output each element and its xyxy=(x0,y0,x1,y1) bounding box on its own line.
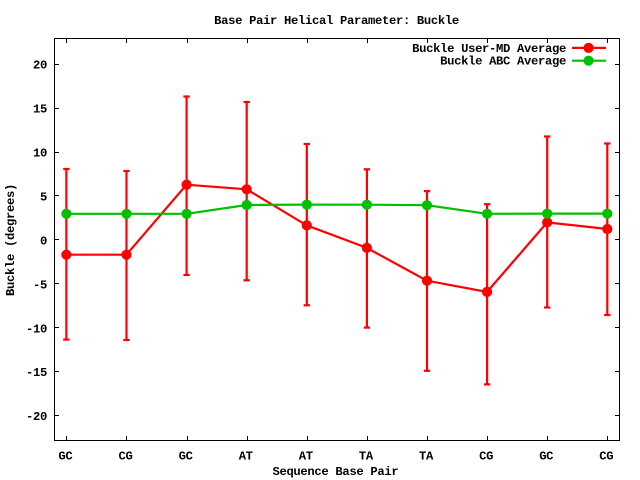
svg-text:CG: CG xyxy=(119,449,133,463)
svg-text:Buckle (degrees): Buckle (degrees) xyxy=(4,184,18,296)
svg-text:GC: GC xyxy=(539,449,553,463)
svg-text:CG: CG xyxy=(599,449,613,463)
svg-text:20: 20 xyxy=(33,59,47,73)
svg-text:-10: -10 xyxy=(26,322,47,336)
svg-text:Buckle User-MD Average: Buckle User-MD Average xyxy=(412,42,566,56)
svg-text:15: 15 xyxy=(33,103,47,117)
svg-text:GC: GC xyxy=(58,449,72,463)
svg-text:5: 5 xyxy=(40,190,47,204)
svg-text:-15: -15 xyxy=(26,366,47,380)
svg-text:Buckle ABC Average: Buckle ABC Average xyxy=(440,55,566,69)
svg-text:0: 0 xyxy=(40,234,47,248)
svg-text:10: 10 xyxy=(33,147,47,161)
svg-text:CG: CG xyxy=(479,449,493,463)
svg-text:-20: -20 xyxy=(26,410,47,424)
svg-text:Base Pair Helical Parameter: B: Base Pair Helical Parameter: Buckle xyxy=(214,14,459,28)
svg-text:AT: AT xyxy=(239,449,253,463)
svg-text:AT: AT xyxy=(299,449,313,463)
svg-text:-5: -5 xyxy=(33,278,47,292)
svg-text:Sequence Base Pair: Sequence Base Pair xyxy=(272,465,398,479)
svg-text:TA: TA xyxy=(419,449,434,463)
svg-text:TA: TA xyxy=(359,449,374,463)
svg-text:GC: GC xyxy=(179,449,193,463)
